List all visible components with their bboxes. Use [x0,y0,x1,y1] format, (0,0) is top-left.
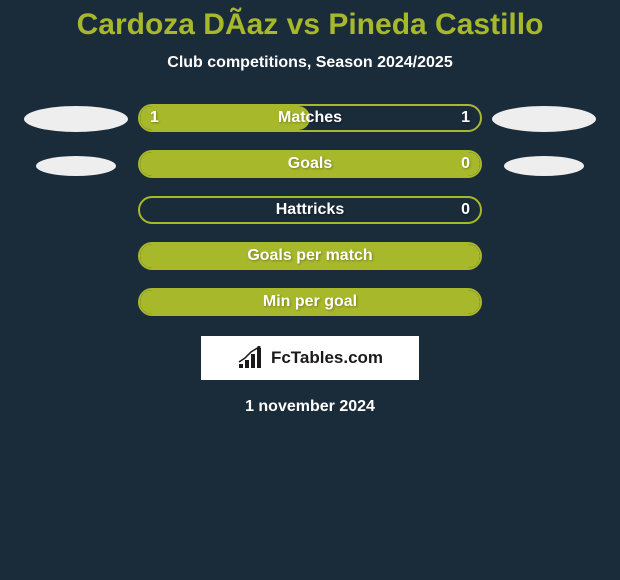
main-container: Cardoza DÃ­az vs Pineda Castillo Club co… [0,0,620,416]
stat-bar: Goals 0 [138,150,482,178]
subtitle: Club competitions, Season 2024/2025 [0,54,620,72]
stat-label: Goals [288,155,332,173]
page-title: Cardoza DÃ­az vs Pineda Castillo [0,8,620,42]
chart-icon [237,346,265,370]
logo-text: FcTables.com [271,348,383,368]
date-text: 1 november 2024 [245,398,375,416]
stat-label: Min per goal [263,293,357,311]
stats-bars-column: 1 Matches 1 Goals 0 Hattricks 0 Goals per match… [138,104,482,316]
footer: FcTables.com 1 november 2024 [0,336,620,416]
avatar-placeholder [36,156,116,176]
stat-label: Matches [278,109,342,127]
stat-value-left: 1 [150,109,159,127]
logo-box: FcTables.com [201,336,419,380]
avatar-placeholder [492,106,596,132]
stat-value-right: 1 [461,109,470,127]
avatar-placeholder [504,156,584,176]
stat-value-right: 0 [461,201,470,219]
stat-bar: Goals per match [138,242,482,270]
stat-label: Goals per match [247,247,372,265]
left-avatar-column [24,104,128,176]
stat-label: Hattricks [276,201,344,219]
content-row: 1 Matches 1 Goals 0 Hattricks 0 Goals per match… [0,104,620,316]
stat-bar: Min per goal [138,288,482,316]
right-avatar-column [492,104,596,176]
avatar-placeholder [24,106,128,132]
stat-value-right: 0 [461,155,470,173]
stat-bar: 1 Matches 1 [138,104,482,132]
stat-bar: Hattricks 0 [138,196,482,224]
